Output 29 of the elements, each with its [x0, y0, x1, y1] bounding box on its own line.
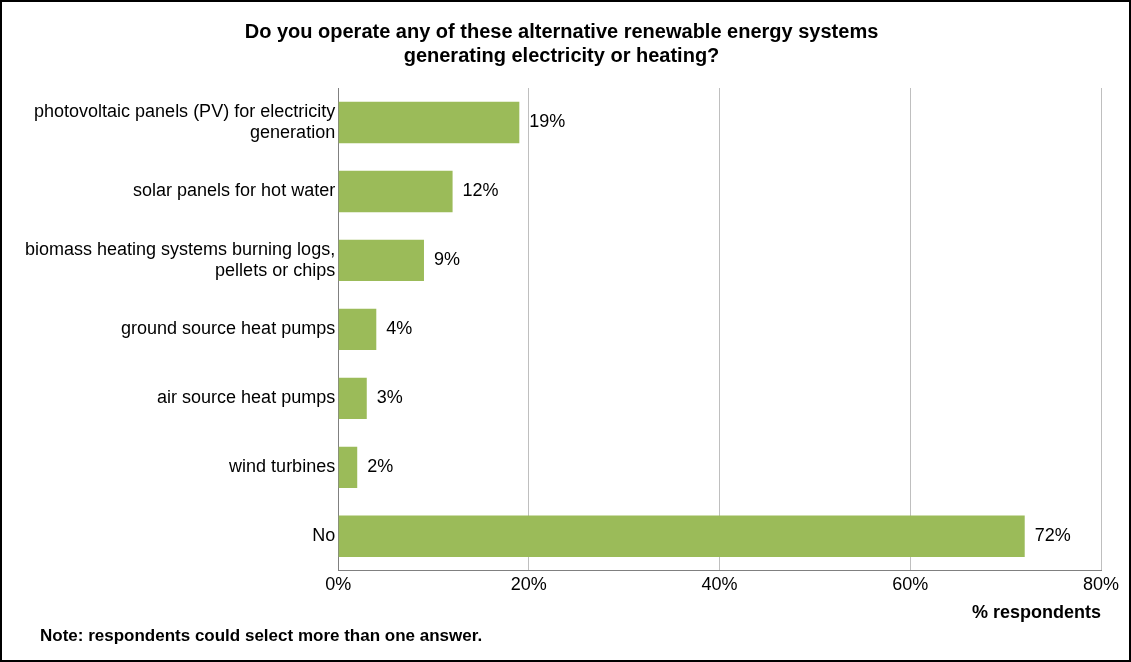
- x-tick-label: 40%: [701, 573, 738, 594]
- y-tick-label: photovoltaic panels (PV) for electricity generation: [34, 100, 336, 143]
- x-tick-label: 20%: [510, 573, 547, 594]
- bar: [338, 239, 424, 282]
- y-tick-label: ground source heat pumps: [121, 318, 336, 339]
- bar: [338, 308, 377, 351]
- data-label: 72%: [1034, 525, 1071, 546]
- y-tick-label: solar panels for hot water: [133, 180, 336, 201]
- x-tick-label: 60%: [892, 573, 929, 594]
- data-label: 19%: [529, 111, 566, 132]
- bar: [338, 377, 367, 420]
- bar: [338, 515, 1025, 558]
- data-label: 9%: [433, 249, 460, 270]
- y-tick-label: No: [312, 525, 336, 546]
- y-tick-label: biomass heating systems burning logs, pellets or chips: [24, 238, 336, 281]
- y-tick-label: wind turbines: [228, 456, 336, 477]
- data-label: 4%: [386, 318, 413, 339]
- bar: [338, 101, 520, 144]
- bar: [338, 446, 358, 489]
- text: Note: respondents could select more than one answer.: [40, 626, 483, 646]
- chart-title: Do you operate any of these alternative renewable energy systems generating electricity or heating?: [244, 19, 879, 66]
- data-label: 2%: [367, 456, 394, 477]
- x-axis-title: % respondents: [971, 602, 1101, 623]
- x-tick-label: 0%: [325, 573, 352, 594]
- x-tick-label: 80%: [1082, 573, 1120, 594]
- data-label: 3%: [376, 387, 403, 408]
- bar: [338, 170, 453, 213]
- y-tick-label: air source heat pumps: [157, 387, 336, 408]
- data-label: 12%: [462, 180, 499, 201]
